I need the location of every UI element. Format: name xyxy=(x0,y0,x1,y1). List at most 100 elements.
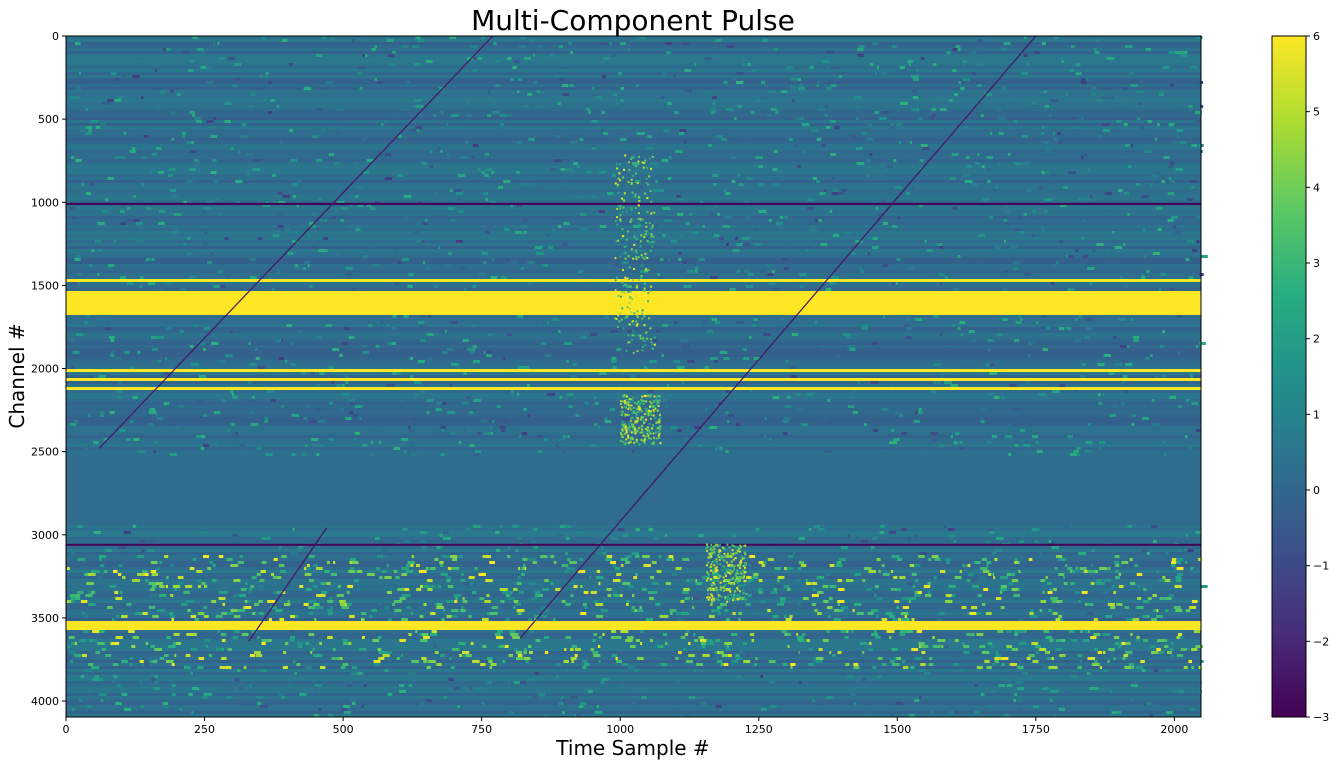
heatmap-speckle xyxy=(716,591,719,594)
heatmap-row xyxy=(66,540,1201,543)
pulse-component-pixel xyxy=(640,438,643,441)
heatmap-speckle xyxy=(1089,282,1092,285)
heatmap-speckle xyxy=(494,618,500,621)
heatmap-speckle xyxy=(485,198,489,201)
heatmap-speckle xyxy=(611,360,617,363)
heatmap-row xyxy=(66,390,1201,393)
heatmap-speckle xyxy=(273,558,278,561)
heatmap-speckle xyxy=(458,210,465,213)
heatmap-speckle xyxy=(564,525,572,528)
heatmap-speckle xyxy=(212,159,217,162)
heatmap-speckle xyxy=(284,642,289,645)
pulse-component-pixel xyxy=(734,552,737,555)
heatmap-speckle xyxy=(955,711,959,714)
heatmap-speckle xyxy=(1123,87,1128,90)
heatmap-speckle xyxy=(661,159,669,162)
heatmap-speckle xyxy=(913,420,920,423)
heatmap-speckle xyxy=(177,93,181,96)
pulse-component-pixel xyxy=(736,564,739,567)
pulse-component-pixel xyxy=(735,552,738,555)
heatmap-speckle xyxy=(854,96,862,99)
pulse-component-pixel xyxy=(740,584,743,587)
heatmap-speckle xyxy=(814,219,819,222)
heatmap-speckle xyxy=(947,534,953,537)
heatmap-speckle xyxy=(83,630,89,633)
heatmap-speckle xyxy=(141,156,147,159)
heatmap-speckle xyxy=(714,447,718,450)
heatmap-speckle xyxy=(362,345,367,348)
heatmap-speckle xyxy=(978,234,985,237)
heatmap-speckle xyxy=(487,681,492,684)
heatmap-speckle xyxy=(105,699,109,702)
heatmap-speckle xyxy=(1009,99,1014,102)
heatmap-speckle xyxy=(998,684,1006,687)
heatmap-speckle xyxy=(472,591,477,594)
heatmap-speckle xyxy=(805,636,813,639)
heatmap-speckle xyxy=(1108,648,1115,651)
pulse-component-pixel xyxy=(639,431,642,434)
heatmap-speckle xyxy=(950,384,959,387)
heatmap-speckle xyxy=(439,561,444,564)
heatmap-speckle xyxy=(1065,165,1071,168)
heatmap-speckle xyxy=(1058,573,1065,576)
pulse-component-pixel xyxy=(638,200,641,203)
heatmap-speckle xyxy=(1075,591,1081,594)
heatmap-speckle xyxy=(988,528,993,531)
heatmap-speckle xyxy=(67,645,71,648)
heatmap-speckle xyxy=(932,114,936,117)
heatmap-speckle xyxy=(461,402,469,405)
heatmap-speckle xyxy=(862,579,866,582)
heatmap-speckle xyxy=(709,426,718,429)
heatmap-speckle xyxy=(405,570,414,573)
heatmap-speckle xyxy=(136,555,144,558)
heatmap-speckle xyxy=(574,195,583,198)
heatmap-speckle xyxy=(220,633,227,636)
heatmap-speckle xyxy=(1110,606,1116,609)
heatmap-speckle xyxy=(575,39,581,42)
heatmap-speckle xyxy=(968,330,975,333)
heatmap-speckle xyxy=(790,375,797,378)
x-axis-label: Time Sample # xyxy=(555,736,709,760)
heatmap-speckle xyxy=(1177,573,1183,576)
heatmap-speckle xyxy=(512,66,517,69)
pulse-component-pixel xyxy=(616,167,619,170)
heatmap-speckle xyxy=(670,612,673,615)
heatmap-speckle xyxy=(769,705,777,708)
heatmap-speckle xyxy=(922,450,929,453)
heatmap-speckle xyxy=(164,159,170,162)
heatmap-speckle xyxy=(1190,66,1198,69)
heatmap-speckle xyxy=(249,654,255,657)
heatmap-speckle xyxy=(325,81,333,84)
heatmap-speckle xyxy=(170,111,176,114)
heatmap-speckle xyxy=(99,630,105,633)
heatmap-speckle xyxy=(843,333,851,336)
heatmap-speckle xyxy=(264,417,269,420)
heatmap-row xyxy=(66,180,1201,183)
pulse-component-pixel xyxy=(658,421,661,424)
heatmap-speckle xyxy=(110,339,115,342)
pulse-component-pixel xyxy=(650,285,653,288)
heatmap-speckle xyxy=(876,174,885,177)
heatmap-speckle xyxy=(1054,588,1061,591)
heatmap-speckle xyxy=(599,372,607,375)
pulse-component-pixel xyxy=(622,327,625,330)
pulse-component-pixel xyxy=(742,544,745,547)
pulse-component-pixel xyxy=(716,569,719,572)
pulse-component-pixel xyxy=(736,569,739,572)
heatmap-speckle xyxy=(250,258,257,261)
heatmap-speckle xyxy=(933,381,941,384)
heatmap-speckle xyxy=(868,648,874,651)
heatmap-speckle xyxy=(307,606,316,609)
heatmap-speckle xyxy=(426,666,431,669)
pulse-component-pixel xyxy=(651,155,654,158)
heatmap-speckle xyxy=(207,261,213,264)
heatmap-speckle xyxy=(829,564,835,567)
heatmap-row xyxy=(66,348,1201,351)
heatmap-speckle xyxy=(1083,570,1088,573)
heatmap-speckle xyxy=(875,207,879,210)
heatmap-speckle xyxy=(1014,633,1018,636)
pulse-component-pixel xyxy=(635,407,638,410)
heatmap-speckle xyxy=(527,261,536,264)
heatmap-speckle xyxy=(74,96,81,99)
heatmap-speckle xyxy=(604,315,609,318)
